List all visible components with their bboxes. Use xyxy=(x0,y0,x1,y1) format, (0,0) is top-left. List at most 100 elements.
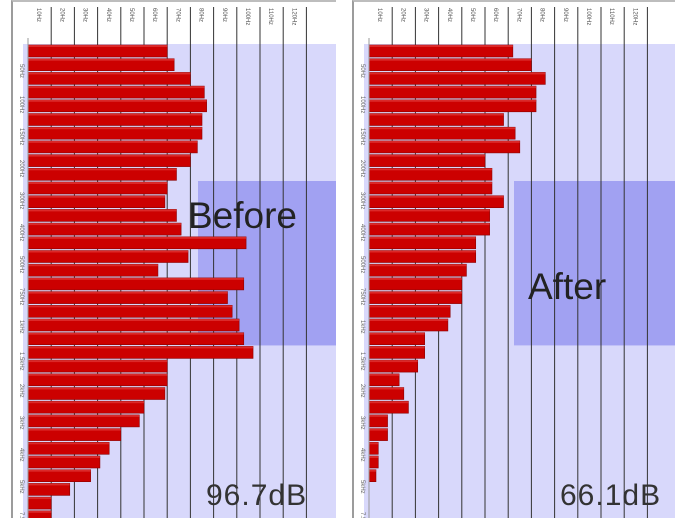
bar-shine xyxy=(28,250,189,253)
y-row-label: 4kHz xyxy=(18,448,24,462)
highlight-band xyxy=(514,181,675,346)
bar-shine xyxy=(28,483,70,486)
bar-shine xyxy=(28,414,140,417)
bar-shine xyxy=(28,442,110,445)
bar-shine xyxy=(28,223,182,226)
bar-shine xyxy=(369,291,462,294)
y-row-label: 200Hz xyxy=(18,160,24,177)
bar-shine xyxy=(369,195,504,198)
x-tick-label: 20Hz xyxy=(399,8,405,22)
bar-shine xyxy=(28,346,254,349)
y-row-label: 400Hz xyxy=(359,224,365,241)
y-row-label: 300Hz xyxy=(359,192,365,209)
y-row-label: 1.5kHz xyxy=(359,352,365,371)
bar-shine xyxy=(28,209,177,212)
bar-shine xyxy=(28,497,52,500)
bar-shine xyxy=(28,401,144,404)
bar-shine xyxy=(369,209,490,212)
bar-shine xyxy=(28,277,244,280)
bar-shine xyxy=(28,236,247,239)
x-tick-label: 120Hz xyxy=(290,8,296,25)
bar-shine xyxy=(28,387,165,390)
bar-shine xyxy=(28,456,100,458)
bar-shine xyxy=(369,72,546,75)
bar-shine xyxy=(369,469,376,472)
bar-shine xyxy=(28,264,158,267)
y-row-label: 150Hz xyxy=(359,128,365,145)
y-row-label: 500Hz xyxy=(18,256,24,273)
y-row-label: 50Hz xyxy=(18,64,24,78)
x-tick-label: 70Hz xyxy=(515,8,521,22)
y-row-label: 100Hz xyxy=(359,96,365,113)
bar-shine xyxy=(28,58,175,61)
bar-shine xyxy=(28,72,191,75)
bar-shine xyxy=(369,305,451,308)
highlight-band-inner xyxy=(238,181,336,346)
bar-shine xyxy=(28,168,177,171)
panel-label: After xyxy=(528,266,606,307)
bar-shine xyxy=(369,58,532,61)
bar-shine xyxy=(28,113,202,116)
y-row-label: 1kHz xyxy=(359,320,365,334)
y-row-label: 4kHz xyxy=(359,448,365,462)
x-tick-label: 60Hz xyxy=(492,8,498,22)
x-tick-label: 30Hz xyxy=(82,8,88,22)
x-tick-label: 40Hz xyxy=(105,8,111,22)
x-tick-label: 50Hz xyxy=(128,8,134,22)
x-tick-label: 90Hz xyxy=(221,8,227,22)
before-bar-chart: 10Hz 20Hz 30Hz 40Hz 50Hz 60Hz 70Hz 80Hz 90Hz 100H… xyxy=(18,7,336,518)
bar-shine xyxy=(369,168,492,171)
y-row-label: 7.5kHz xyxy=(18,512,24,518)
bar-shine xyxy=(369,113,504,116)
bar-shine xyxy=(369,401,409,404)
bar-shine xyxy=(369,456,379,458)
bar-shine xyxy=(28,291,228,294)
y-row-label: 1.5kHz xyxy=(18,352,24,371)
bar-shine xyxy=(369,414,388,417)
db-readout: 66.1dB xyxy=(560,479,661,512)
bar-shine xyxy=(28,182,168,184)
y-row-label: 150Hz xyxy=(18,128,24,145)
bar-shine xyxy=(369,86,537,89)
y-row-label: 5kHz xyxy=(18,480,24,494)
highlight-band-inner xyxy=(554,181,675,346)
after-spectrum-panel: 10Hz 20Hz 30Hz 40Hz 50Hz 60Hz 70Hz 80Hz 90Hz 100H… xyxy=(352,0,675,518)
bar-shine xyxy=(28,99,207,102)
y-row-label: 500Hz xyxy=(359,256,365,273)
bar-shine xyxy=(369,264,467,267)
x-tick-label: 110Hz xyxy=(267,8,273,25)
y-row-label: 300Hz xyxy=(18,192,24,209)
bar-shine xyxy=(28,469,91,472)
y-row-label: 3kHz xyxy=(359,416,365,430)
bar-shine xyxy=(369,319,448,321)
y-row-label: 5kHz xyxy=(359,480,365,494)
y-row-label: 3kHz xyxy=(18,416,24,430)
x-tick-label: 80Hz xyxy=(539,8,545,22)
bar-shine xyxy=(369,428,388,431)
bar-shine xyxy=(28,305,233,308)
x-tick-label: 20Hz xyxy=(58,8,64,22)
bar-shine xyxy=(369,346,425,349)
y-row-label: 750Hz xyxy=(359,288,365,305)
bar-shine xyxy=(28,195,165,198)
y-row-label: 2kHz xyxy=(18,384,24,398)
x-tick-label: 90Hz xyxy=(562,8,568,22)
bar-shine xyxy=(369,373,400,376)
y-row-label: 1kHz xyxy=(18,320,24,334)
bar-shine xyxy=(369,182,492,184)
y-row-label: 50Hz xyxy=(359,64,365,78)
bar-shine xyxy=(28,45,168,47)
bar-shine xyxy=(28,140,198,143)
x-tick-label: 120Hz xyxy=(631,8,637,25)
x-tick-label: 100Hz xyxy=(585,8,591,25)
x-tick-label: 30Hz xyxy=(423,8,429,22)
x-tick-label: 60Hz xyxy=(151,8,157,22)
bar-shine xyxy=(28,373,168,376)
bar-shine xyxy=(369,442,379,445)
bar-shine xyxy=(369,154,485,157)
x-tick-label: 110Hz xyxy=(608,8,614,25)
y-row-label: 750Hz xyxy=(18,288,24,305)
bar-shine xyxy=(369,250,476,253)
x-tick-label: 50Hz xyxy=(469,8,475,22)
